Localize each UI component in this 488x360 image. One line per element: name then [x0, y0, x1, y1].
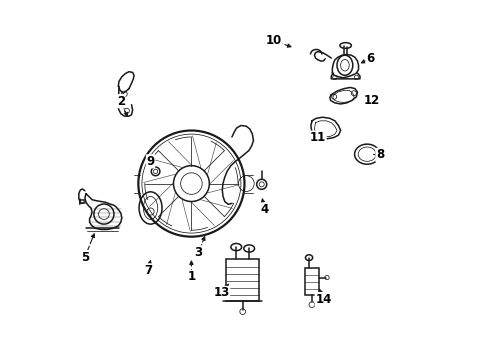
Text: 10: 10 — [265, 34, 282, 48]
Text: 5: 5 — [81, 251, 89, 264]
Text: 2: 2 — [117, 95, 124, 108]
Text: 13: 13 — [213, 287, 229, 300]
Text: 6: 6 — [365, 52, 373, 65]
Text: 1: 1 — [187, 270, 195, 283]
Bar — [226, 258, 259, 301]
Text: 4: 4 — [260, 203, 268, 216]
Text: 11: 11 — [309, 131, 325, 144]
Text: 7: 7 — [144, 264, 152, 277]
Text: 9: 9 — [146, 155, 154, 168]
Bar — [304, 268, 319, 294]
Text: 12: 12 — [363, 94, 379, 107]
Text: 3: 3 — [194, 246, 202, 259]
Text: 14: 14 — [315, 293, 331, 306]
Text: 8: 8 — [375, 148, 384, 161]
